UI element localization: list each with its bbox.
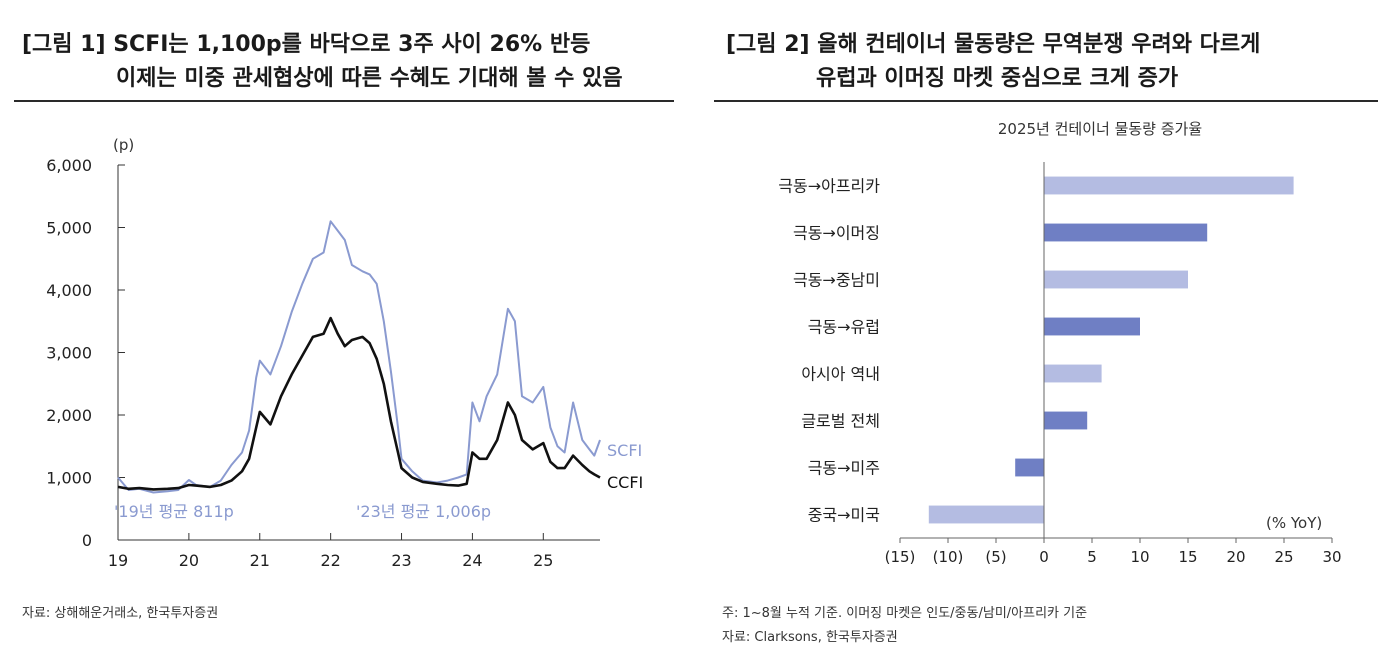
- category-label: 아시아 역내: [801, 365, 880, 384]
- y-tick-label: 4,000: [46, 281, 92, 300]
- bar-chart-title: 2025년 컨테이너 물동량 증가율: [998, 120, 1202, 138]
- x-tick-label: 25: [533, 551, 553, 570]
- x-tick-label: 5: [1087, 548, 1097, 566]
- y-tick-label: 1,000: [46, 469, 92, 488]
- figure-1-title-rule: [14, 100, 674, 102]
- figure-2-note: 주: 1~8월 누적 기준. 이머징 마켓은 인도/중동/남미/아프리카 기준: [722, 606, 1088, 621]
- x-tick-label: 20: [1226, 548, 1245, 566]
- figure-1-panel: [그림 1] SCFI는 1,100p를 바닥으로 3주 사이 26% 반등 이…: [0, 0, 680, 670]
- x-tick-label: 22: [320, 551, 340, 570]
- bar-2: [1044, 223, 1208, 242]
- bar-7: [1015, 458, 1044, 477]
- scfi-ccfi-line-chart: 0 1,000 2,000 3,000 4,000 5,000 6,000 19 20 21 22…: [46, 136, 643, 570]
- y-tick-label: 2,000: [46, 406, 92, 425]
- figure-1-title-line1: [그림 1] SCFI는 1,100p를 바닥으로 3주 사이 26% 반등: [22, 32, 591, 57]
- y-tick-label: 3,000: [46, 344, 92, 363]
- bar-4: [1044, 317, 1140, 336]
- x-tick-label: (10): [933, 548, 964, 566]
- series-label-ccfi: CCFI: [607, 473, 643, 492]
- bar-3: [1044, 270, 1188, 289]
- category-label: 중국→미국: [808, 506, 880, 525]
- series-line-ccfi: [117, 316, 601, 491]
- figure-2-panel: [그림 2] 올해 컨테이너 물동량은 무역분쟁 우려와 다르게 유럽과 이머징…: [700, 0, 1390, 670]
- x-tick-label: 23: [391, 551, 411, 570]
- series-label-scfi: SCFI: [607, 441, 642, 460]
- x-tick-label: 10: [1130, 548, 1149, 566]
- category-label: 극동→이머징: [793, 224, 880, 243]
- category-label: 극동→유럽: [808, 318, 880, 337]
- category-label: 극동→아프리카: [778, 177, 880, 196]
- x-tick-label: 25: [1274, 548, 1293, 566]
- container-volume-growth-bar-chart: 2025년 컨테이너 물동량 증가율 극동→아프리카극동→이머징극동→중남미극동…: [778, 120, 1341, 566]
- x-tick-label: 19: [108, 551, 128, 570]
- bar-5: [1044, 364, 1102, 383]
- figure-1-title-line2: 이제는 미중 관세협상에 따른 수혜도 기대해 볼 수 있음: [116, 66, 623, 91]
- figure-2-title-line2: 유럽과 이머징 마켓 중심으로 크게 증가: [816, 66, 1179, 91]
- y-tick-label: 6,000: [46, 156, 92, 175]
- x-tick-label: 21: [250, 551, 270, 570]
- annotation-2023-average: '23년 평균 1,006p: [356, 502, 491, 521]
- category-label: 극동→미주: [808, 459, 880, 478]
- bar-6: [1044, 411, 1088, 430]
- annotation-2019-average: '19년 평균 811p: [114, 502, 234, 521]
- category-label: 극동→중남미: [793, 271, 880, 290]
- x-tick-label: 0: [1039, 548, 1049, 566]
- figure-2-source: 자료: Clarksons, 한국투자증권: [722, 630, 898, 645]
- figure-2-title-line1: [그림 2] 올해 컨테이너 물동량은 무역분쟁 우려와 다르게: [726, 32, 1261, 57]
- category-label: 글로벌 전체: [801, 412, 880, 431]
- y-tick-label: 0: [82, 531, 92, 550]
- series-line-scfi: [117, 220, 601, 494]
- x-tick-label: (5): [985, 548, 1006, 566]
- x-tick-label: 15: [1178, 548, 1197, 566]
- bar-8: [928, 505, 1044, 524]
- y-tick-label: 5,000: [46, 219, 92, 238]
- x-tick-label: 20: [179, 551, 199, 570]
- x-tick-label: (15): [885, 548, 916, 566]
- y-axis-unit-label: (p): [113, 136, 134, 154]
- figure-2-title-rule: [714, 100, 1378, 102]
- bar-1: [1044, 176, 1294, 195]
- x-tick-label: 30: [1322, 548, 1341, 566]
- figure-1-source: 자료: 상해해운거래소, 한국투자증권: [22, 606, 219, 621]
- x-tick-label: 24: [462, 551, 482, 570]
- bar-chart-unit-label: (% YoY): [1266, 514, 1322, 532]
